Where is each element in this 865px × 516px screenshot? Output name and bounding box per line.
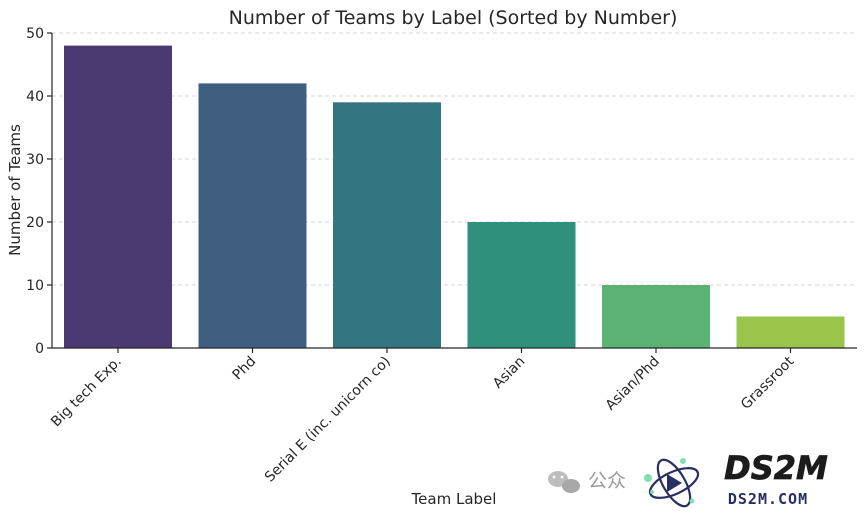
y-tick-label: 10 — [26, 278, 44, 294]
bar — [602, 285, 710, 348]
x-tick-label: Big tech Exp. — [48, 354, 125, 431]
grid-lines — [52, 32, 857, 286]
watermark-brand: DS2M — [724, 449, 828, 487]
watermark-domain: DS2M.COM — [728, 490, 808, 508]
bar — [736, 316, 845, 348]
y-axis-label: Number of Teams — [6, 124, 24, 256]
watermark: 公众 DS2M DS2M.COM — [548, 449, 828, 508]
y-tick-label: 40 — [26, 89, 44, 105]
bars — [64, 45, 845, 349]
atom-logo-icon — [644, 458, 700, 508]
chart-title: Number of Teams by Label (Sorted by Numb… — [229, 7, 678, 29]
bar — [198, 83, 307, 349]
x-tick-label: Serial E (inc. unicorn co) — [262, 354, 394, 486]
axes — [51, 33, 857, 349]
x-ticks: Big tech Exp. Phd Serial E (inc. unicorn c… — [48, 348, 798, 485]
y-tick-label: 20 — [26, 215, 44, 231]
y-tick-label: 0 — [35, 341, 44, 357]
bar — [467, 222, 576, 348]
y-tick-label: 30 — [26, 152, 44, 168]
x-tick-label: Grassroot — [738, 353, 798, 413]
watermark-channel-text: 公众 — [588, 470, 626, 492]
x-tick-label: Asian — [490, 354, 528, 392]
x-tick-label: Phd — [229, 354, 259, 384]
y-tick-label: 50 — [26, 26, 44, 42]
bar — [64, 45, 172, 348]
x-axis-label: Team Label — [411, 490, 497, 508]
x-tick-label: Asian/Phd — [603, 354, 663, 414]
bar — [333, 102, 441, 348]
y-ticks: 0 10 20 30 40 50 — [26, 26, 52, 357]
wechat-icon — [548, 471, 580, 493]
